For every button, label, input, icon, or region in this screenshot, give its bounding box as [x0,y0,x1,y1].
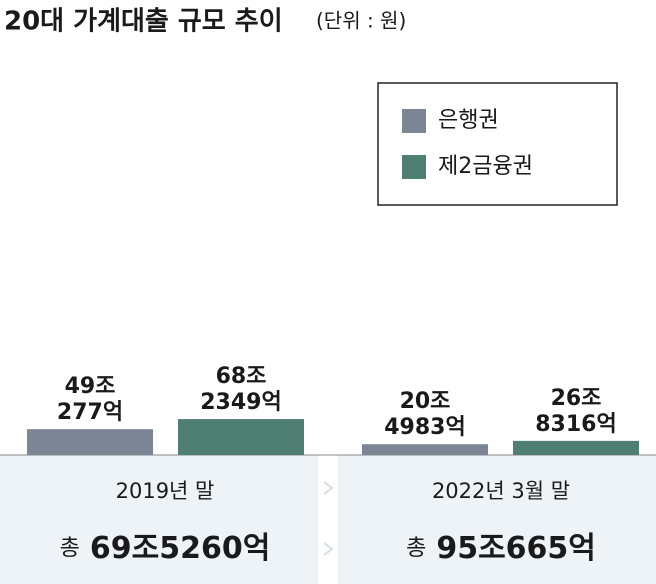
total-prefix: 총 [406,536,426,561]
total-label: 총 95조665억 [406,531,596,566]
x-tick-label: 2019년 말 [116,479,215,503]
value-label: 68조 [216,364,267,389]
group-panel [0,455,318,584]
total-label: 총 69조5260억 [60,531,271,566]
total-prefix: 총 [60,536,80,561]
bar [27,429,153,455]
chart-subtitle: (단위 : 원) [316,9,406,33]
total-value: 95조665억 [436,531,596,566]
arrow [323,481,334,556]
legend-swatch [402,155,426,179]
legend-box [377,82,618,206]
bar [362,444,488,455]
bar [178,419,304,455]
value-label: 20조 [400,389,451,414]
value-label: 26조 [551,386,602,411]
value-label: 277억 [57,400,123,425]
chart-title: 20대 가계대출 규모 추이 [4,7,283,37]
group-panel [338,455,656,584]
value-label: 2349억 [200,390,281,415]
legend-swatch [402,109,426,133]
value-label: 4983억 [384,415,465,440]
value-label: 49조 [65,374,116,399]
x-tick-label: 2022년 3월 말 [432,479,570,503]
legend-label: 제2금융권 [438,154,533,179]
total-value: 69조5260억 [90,531,270,566]
legend-label: 은행권 [438,108,499,133]
bar [513,440,639,455]
value-label: 8316억 [535,412,616,437]
